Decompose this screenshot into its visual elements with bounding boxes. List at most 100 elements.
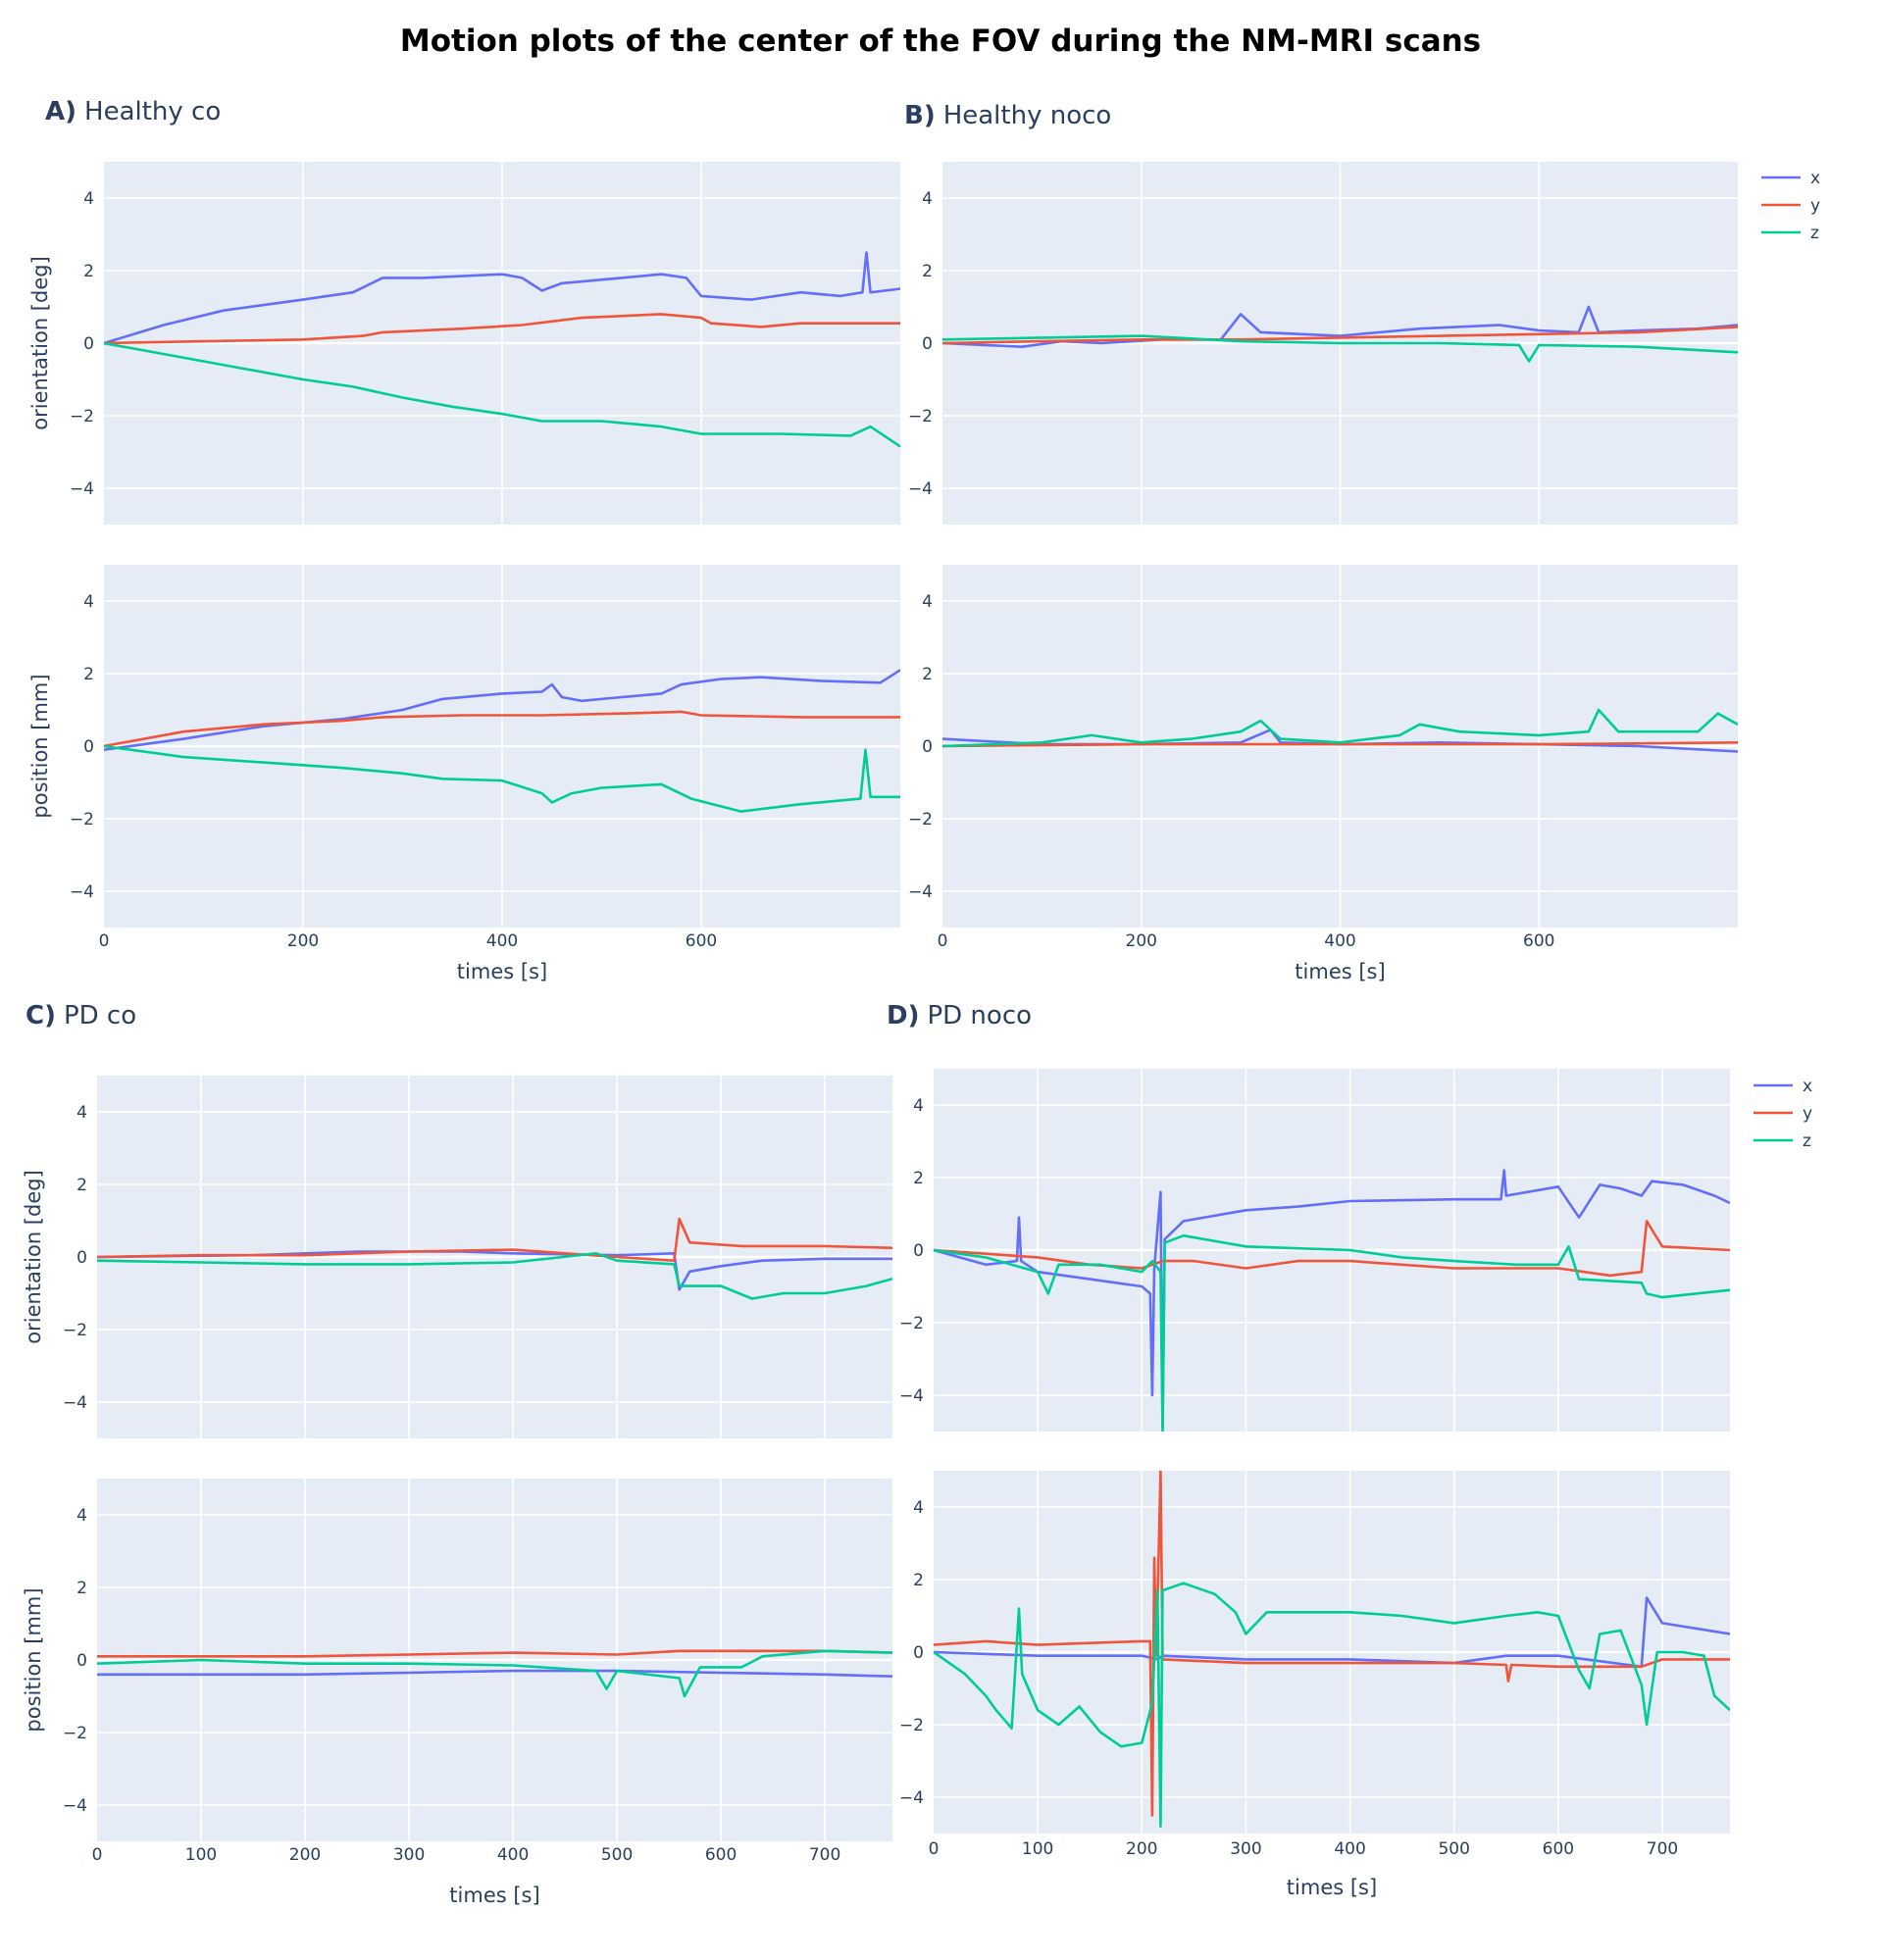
y-tick-label: 0 xyxy=(76,1248,87,1268)
series-line-y xyxy=(97,1217,892,1262)
y-tick-label: 2 xyxy=(913,1571,924,1590)
series-line-y xyxy=(934,1220,1730,1278)
x-tick-label: 200 xyxy=(1126,931,1157,951)
subplot-orientation: 4 2 0 −2 −4 xyxy=(908,162,1738,525)
subplot-position: 4 2 0 −2 −4 position [mm] xyxy=(28,565,900,928)
y-tick-label: 0 xyxy=(913,1643,924,1663)
y-tick-label: −4 xyxy=(63,1796,87,1816)
x-tick-label: 700 xyxy=(809,1845,840,1865)
y-tick-label: 2 xyxy=(83,665,94,684)
x-tick-label: 600 xyxy=(1543,1839,1574,1859)
legend-label-x: x xyxy=(1803,1077,1812,1096)
panel-letter: C) xyxy=(25,1001,56,1030)
legend-label-z: z xyxy=(1810,224,1819,243)
subplot-position: 4 2 0 −2 −4 position [mm] xyxy=(22,1479,892,1841)
y-tick-label: −4 xyxy=(908,882,933,902)
y-tick-label: −4 xyxy=(63,1393,87,1413)
y-tick-label: 4 xyxy=(913,1498,924,1518)
y-tick-label: 2 xyxy=(922,665,933,684)
panel-label: PD noco xyxy=(927,1001,1032,1030)
y-axis-title: position [mm] xyxy=(22,1587,45,1732)
series-line-z xyxy=(942,334,1738,363)
x-tick-label: 0 xyxy=(938,931,948,951)
panel-b: B) Healthy noco 4 2 0 −2 −4 4 2 0 −2 −4 0 200 400 600 ti… xyxy=(904,101,1820,983)
legend: xyz xyxy=(1754,1077,1812,1151)
y-axis-title: position [mm] xyxy=(28,674,52,818)
series-line-y xyxy=(934,1471,1730,1817)
y-tick-label: −4 xyxy=(899,1386,924,1406)
x-tick-label: 400 xyxy=(497,1845,529,1865)
series-group xyxy=(942,708,1738,753)
series-line-z xyxy=(104,341,900,448)
series-line-y xyxy=(942,326,1738,345)
y-tick-label: 4 xyxy=(76,1103,87,1123)
series-line-x xyxy=(934,1596,1730,1669)
panel-title: B) Healthy noco xyxy=(904,101,1111,130)
y-tick-label: 4 xyxy=(83,189,94,209)
subplot-orientation: 4 2 0 −2 −4 orientation [deg] xyxy=(22,1076,892,1438)
x-tick-label: 200 xyxy=(287,931,319,951)
x-tick-label: 100 xyxy=(185,1845,217,1865)
x-tick-label: 400 xyxy=(1324,931,1355,951)
x-tick-label: 0 xyxy=(99,931,110,951)
series-line-y xyxy=(104,710,900,748)
x-axis-title: times [s] xyxy=(1295,960,1385,983)
panel-label: PD co xyxy=(64,1001,136,1030)
series-line-z xyxy=(942,708,1738,748)
y-tick-label: 0 xyxy=(922,737,933,757)
series-line-x xyxy=(104,669,900,751)
panel-c: C) PD co 4 2 0 −2 −4 orientation [deg] 4 2 0 −2 −4 po… xyxy=(22,1001,892,1907)
y-tick-label: 2 xyxy=(83,262,94,281)
series-group xyxy=(97,1649,892,1698)
panel-a: A) Healthy co 4 2 0 −2 −4 orientation [deg] 4 2 0 −… xyxy=(28,97,900,983)
y-tick-label: −2 xyxy=(70,407,94,427)
series-line-z xyxy=(934,1582,1730,1828)
x-tick-label: 600 xyxy=(705,1845,737,1865)
legend: xyz xyxy=(1761,169,1820,243)
series-line-z xyxy=(934,1233,1730,1432)
x-tick-label: 300 xyxy=(1230,1839,1261,1859)
subplot-orientation: 4 2 0 −2 −4 orientation [deg] xyxy=(28,162,900,525)
panel-title: C) PD co xyxy=(25,1001,136,1030)
y-tick-label: 0 xyxy=(83,334,94,354)
y-tick-label: −2 xyxy=(63,1321,87,1340)
x-axis-title: times [s] xyxy=(449,1884,539,1907)
x-tick-label: 400 xyxy=(486,931,518,951)
y-tick-label: −2 xyxy=(899,1716,924,1735)
series-group xyxy=(104,669,900,813)
y-tick-label: 2 xyxy=(76,1579,87,1598)
y-tick-label: −2 xyxy=(70,810,94,829)
y-tick-label: 2 xyxy=(76,1176,87,1195)
y-tick-label: −4 xyxy=(70,882,94,902)
y-tick-label: −4 xyxy=(899,1788,924,1808)
y-tick-label: −2 xyxy=(908,407,933,427)
y-tick-label: 4 xyxy=(922,189,933,209)
panel-letter: D) xyxy=(887,1001,919,1030)
series-line-z xyxy=(97,1252,892,1300)
series-line-y xyxy=(104,313,900,345)
panel-label: Healthy co xyxy=(84,97,221,126)
x-tick-label: 600 xyxy=(686,931,717,951)
series-line-z xyxy=(97,1649,892,1698)
x-tick-label: 400 xyxy=(1334,1839,1365,1859)
panel-title: D) PD noco xyxy=(887,1001,1032,1030)
series-group xyxy=(934,1169,1730,1432)
x-axis-title: times [s] xyxy=(1287,1876,1377,1899)
panel-title: A) Healthy co xyxy=(45,97,221,126)
legend-label-z: z xyxy=(1803,1131,1811,1151)
x-tick-label: 200 xyxy=(1126,1839,1157,1859)
y-axis-title: orientation [deg] xyxy=(28,256,52,430)
legend-label-y: y xyxy=(1803,1104,1812,1124)
series-group xyxy=(934,1471,1730,1828)
x-tick-label: 500 xyxy=(1438,1839,1469,1859)
series-group xyxy=(97,1217,892,1300)
series-line-y xyxy=(97,1649,892,1658)
subplot-position: 4 2 0 −2 −4 xyxy=(908,565,1738,928)
y-tick-label: 4 xyxy=(76,1506,87,1526)
x-axis-title: times [s] xyxy=(457,960,547,983)
x-tick-label: 200 xyxy=(289,1845,321,1865)
x-tick-label: 600 xyxy=(1523,931,1554,951)
y-tick-label: 4 xyxy=(913,1096,924,1116)
x-tick-label: 500 xyxy=(601,1845,633,1865)
